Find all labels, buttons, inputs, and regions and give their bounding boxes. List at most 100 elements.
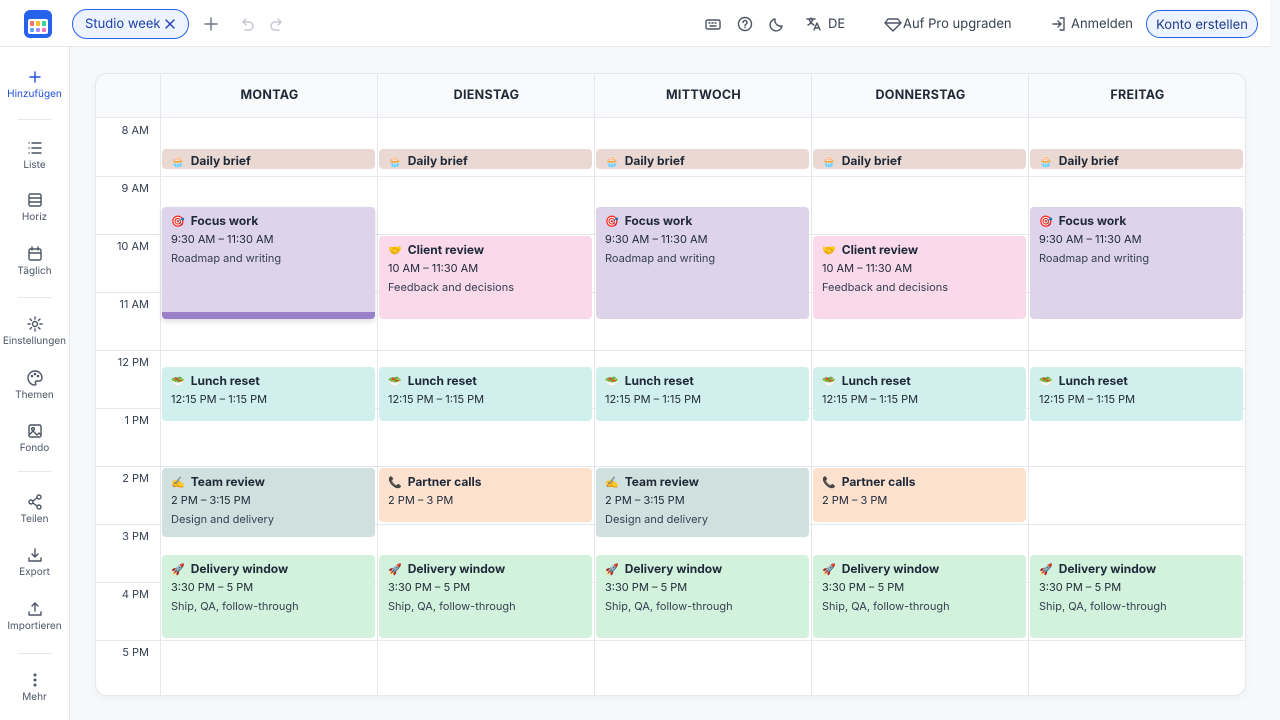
login-icon[interactable] <box>1050 15 1068 33</box>
sidebar-label[interactable]: Importieren <box>7 620 62 632</box>
new-tab[interactable] <box>202 15 220 33</box>
event[interactable]: 🧁 Daily brief <box>1030 149 1243 170</box>
hour-label: 8 AM <box>121 123 149 137</box>
event-time: 12:15 PM – 1:15 PM <box>822 391 919 406</box>
event-note: Ship, QA, follow-through <box>171 599 299 613</box>
help[interactable] <box>736 15 754 33</box>
event[interactable]: 🥗 Lunch reset 12:15 PM – 1:15 PM <box>379 366 592 421</box>
event[interactable]: 🚀 Delivery window 3:30 PM – 5 PM Ship, QA, … <box>1030 555 1243 638</box>
event[interactable]: ✍️ Team review 2 PM – 3:15 PM Design and de… <box>162 468 375 537</box>
sidebar-icon[interactable] <box>26 546 44 564</box>
event[interactable]: 🧁 Daily brief <box>813 149 1026 170</box>
sidebar-label[interactable]: Teilen <box>20 513 49 525</box>
sidebar-icon[interactable] <box>26 600 44 618</box>
event-time: 10 AM – 11:30 AM <box>822 261 913 275</box>
event[interactable]: 🥗 Lunch reset 12:15 PM – 1:15 PM <box>813 366 1026 421</box>
sidebar-label[interactable]: Täglich <box>17 265 52 277</box>
sidebar-icon[interactable] <box>26 191 44 209</box>
resize-handle[interactable] <box>162 312 375 319</box>
day-name[interactable]: DONNERSTAG <box>875 88 966 103</box>
event[interactable]: 🚀 Delivery window 3:30 PM – 5 PM Ship, QA, … <box>162 555 375 638</box>
event[interactable]: 🚀 Delivery window 3:30 PM – 5 PM Ship, QA, … <box>596 555 809 638</box>
sidebar-label[interactable]: Mehr <box>22 691 47 703</box>
event-title-row: 🤝 Client review <box>388 240 583 259</box>
header-row <box>96 74 1245 118</box>
event-icon: 🥗 <box>1039 373 1053 388</box>
event-icon: 📞 <box>388 475 402 489</box>
sidebar-label[interactable]: Einstellungen <box>2 335 67 347</box>
keyboard[interactable] <box>704 15 722 33</box>
event[interactable]: 🎯 Focus work 9:30 AM – 11:30 AM Roadmap and… <box>1030 207 1243 319</box>
upgrade-link[interactable]: Auf Pro upgraden <box>903 16 1012 32</box>
event-time: 12:15 PM – 1:15 PM <box>388 391 485 406</box>
sidebar-icon[interactable] <box>26 493 44 511</box>
sidebar-icon[interactable] <box>26 245 44 263</box>
event[interactable]: 📞 Partner calls 2 PM – 3 PM <box>379 468 592 522</box>
sidebar-label[interactable]: Hinzufügen <box>7 88 62 100</box>
event-note: Feedback and decisions <box>822 280 949 294</box>
event-title: Focus work <box>1058 213 1127 228</box>
event[interactable]: 🤝 Client review 10 AM – 11:30 AM Feedback a… <box>379 236 592 319</box>
event-title-row: ✍️ Team review <box>605 472 800 491</box>
hour-label: 4 PM <box>121 587 149 601</box>
tab[interactable]: Studio week <box>72 9 189 39</box>
event-time: 12:15 PM – 1:15 PM <box>605 391 702 406</box>
sidebar-label[interactable]: Horiz <box>21 211 48 223</box>
event-title-row: 🎯 Focus work <box>1039 211 1234 230</box>
day-name[interactable]: MONTAG <box>240 88 299 103</box>
event[interactable]: 🥗 Lunch reset 12:15 PM – 1:15 PM <box>1030 366 1243 421</box>
event[interactable]: 🤝 Client review 10 AM – 11:30 AM Feedback a… <box>813 236 1026 319</box>
event[interactable]: 🎯 Focus work 9:30 AM – 11:30 AM Roadmap and… <box>596 207 809 319</box>
event[interactable]: 🥗 Lunch reset 12:15 PM – 1:15 PM <box>162 366 375 421</box>
sidebar-icon[interactable] <box>26 422 44 440</box>
redo[interactable] <box>268 15 286 33</box>
logo-cell <box>42 21 46 26</box>
event[interactable]: 🚀 Delivery window 3:30 PM – 5 PM Ship, QA, … <box>379 555 592 638</box>
event[interactable]: 🧁 Daily brief <box>162 149 375 170</box>
sidebar-label[interactable]: Export <box>19 566 50 578</box>
event[interactable]: 📞 Partner calls 2 PM – 3 PM <box>813 468 1026 522</box>
login-link[interactable]: Anmelden <box>1071 16 1133 32</box>
hour-line <box>96 466 1245 467</box>
language[interactable] <box>805 15 823 33</box>
event-title-row: 🥗 Lunch reset <box>171 371 366 390</box>
dark-mode[interactable] <box>768 15 786 33</box>
sidebar-icon[interactable] <box>26 68 44 86</box>
day-name[interactable]: FREITAG <box>1110 88 1165 103</box>
sidebar-icon[interactable] <box>26 671 44 689</box>
event-note: Ship, QA, follow-through <box>388 599 516 613</box>
tab-close[interactable] <box>161 15 179 33</box>
event[interactable]: 🚀 Delivery window 3:30 PM – 5 PM Ship, QA, … <box>813 555 1026 638</box>
signup-button[interactable]: Konto erstellen <box>1146 10 1258 38</box>
language-label[interactable]: DE <box>828 16 846 32</box>
day-border <box>594 74 595 695</box>
event-icon: 🚀 <box>171 562 185 576</box>
undo[interactable] <box>238 15 256 33</box>
event[interactable]: 🎯 Focus work 9:30 AM – 11:30 AM Roadmap and… <box>162 207 375 319</box>
event[interactable]: 🧁 Daily brief <box>379 149 592 170</box>
event-title: Team review <box>624 474 699 489</box>
hour-line <box>96 350 1245 351</box>
sidebar-icon[interactable] <box>26 315 44 333</box>
event[interactable]: ✍️ Team review 2 PM – 3:15 PM Design and de… <box>596 468 809 537</box>
event-title: Team review <box>190 474 265 489</box>
sidebar-label[interactable]: Themen <box>15 389 54 401</box>
sidebar-icon[interactable] <box>26 369 44 387</box>
event-note: Roadmap and writing <box>171 251 282 265</box>
event-time: 3:30 PM – 5 PM <box>605 580 688 594</box>
event-title-row: 🤝 Client review <box>822 240 1017 259</box>
time-column-border <box>160 74 161 695</box>
event[interactable]: 🥗 Lunch reset 12:15 PM – 1:15 PM <box>596 366 809 421</box>
pro-icon[interactable] <box>884 15 902 33</box>
event[interactable]: 🧁 Daily brief <box>596 149 809 170</box>
event-title: Delivery window <box>1058 561 1157 576</box>
sidebar-label[interactable]: Liste <box>23 159 46 171</box>
app-logo[interactable] <box>24 10 52 38</box>
day-name[interactable]: MITTWOCH <box>665 88 742 103</box>
event-title-row: 🚀 Delivery window <box>822 559 1017 578</box>
sidebar-label[interactable]: Fondo <box>19 442 50 454</box>
event-title-row: 📞 Partner calls <box>388 472 583 491</box>
day-name[interactable]: DIENSTAG <box>453 88 520 103</box>
event-note: Ship, QA, follow-through <box>605 599 733 613</box>
sidebar-icon[interactable] <box>26 139 44 157</box>
